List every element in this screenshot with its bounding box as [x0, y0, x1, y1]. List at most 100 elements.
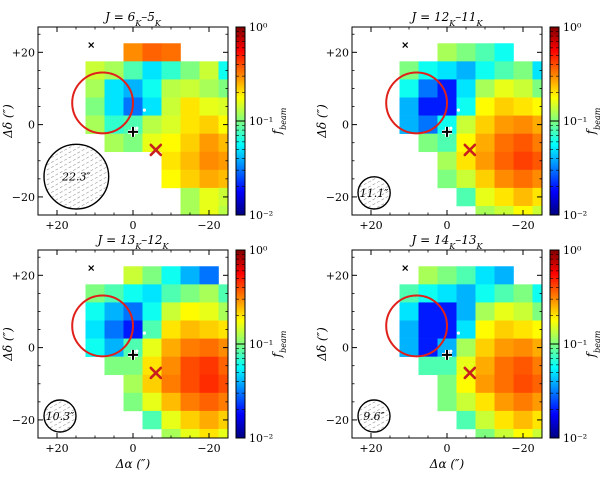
heatmap-cell	[104, 356, 124, 376]
heatmap-cell	[161, 392, 181, 412]
heatmap-cell	[456, 97, 476, 116]
heatmap-cell	[437, 374, 457, 394]
heatmap-cell	[418, 284, 438, 303]
heatmap-cell	[199, 302, 219, 321]
heatmap-cell	[218, 356, 228, 376]
x-tick-label: −20	[511, 442, 534, 455]
heatmap-cell	[257, 284, 276, 302]
heatmap-cell	[571, 170, 590, 188]
heatmap-cell	[494, 320, 514, 339]
heatmap-cell	[104, 302, 124, 321]
x-axis-label: Δα (″)	[115, 457, 151, 471]
heatmap-cell	[475, 187, 495, 207]
heatmap-cell	[475, 43, 495, 62]
heatmap-cell	[456, 356, 476, 376]
beam-ellipse: 10.3″	[43, 399, 77, 433]
beam-ellipse: 11.1″	[357, 176, 391, 210]
heatmap-cell	[437, 133, 457, 153]
heatmap-cell	[475, 115, 495, 134]
y-tick-label: −20	[326, 414, 349, 427]
y-tick-label: 0	[28, 119, 35, 132]
heatmap-cell	[532, 284, 542, 303]
y-tick-label: +20	[12, 269, 35, 282]
colorbar-tick-label: 10⁻¹	[563, 338, 587, 351]
heatmap-cell	[590, 134, 600, 152]
heatmap-cell	[494, 169, 514, 189]
map-area	[385, 41, 600, 215]
heatmap-cell	[257, 134, 276, 152]
y-tick-label: 0	[342, 342, 349, 355]
colorbar-tick-label: 10⁰	[563, 21, 582, 34]
heatmap-cell	[494, 410, 514, 430]
colorbar-label: fbeam	[584, 330, 600, 358]
heatmap-cell	[180, 205, 200, 215]
heatmap-cell	[257, 188, 276, 206]
heatmap-cell	[475, 61, 495, 80]
heatmap-cell	[199, 410, 219, 430]
heatmap-cell	[437, 151, 457, 171]
heatmap-cell	[142, 320, 162, 339]
heatmap-cell	[475, 410, 495, 430]
heatmap-cell	[218, 205, 228, 215]
heatmap-cell	[418, 61, 438, 80]
panel-3: 10.3″ +20 0 −20 +20 0 −20 J = 13K–12K Δδ (″) Δα (…	[1, 233, 314, 471]
heatmap-cell	[199, 374, 219, 394]
heatmap-cell	[456, 266, 476, 285]
heatmap-cell	[494, 374, 514, 394]
heatmap-cell	[456, 410, 476, 430]
heatmap-cell	[456, 374, 476, 394]
heatmap-cell	[295, 357, 314, 375]
panel-2: 11.1″ +20 0 −20 +20 0 −20 J = 12K–11K Δδ (″) 10⁻²…	[315, 10, 600, 232]
source-plus-marker	[442, 349, 452, 360]
heatmap-cell	[180, 392, 200, 412]
x-tick-label: −20	[197, 219, 220, 232]
heatmap-cell	[494, 302, 514, 321]
heatmap-cell	[513, 169, 533, 189]
heatmap-cell	[437, 79, 457, 98]
colorbar-tick-label: 10⁰	[563, 244, 582, 257]
heatmap-cell	[257, 321, 276, 339]
heatmap-cell	[513, 410, 533, 430]
heatmap-cell	[218, 97, 228, 116]
heatmap-cell	[85, 97, 105, 116]
panel-title: J = 14K–13K	[408, 233, 483, 251]
heatmap-cell	[161, 320, 181, 339]
heatmap-cell	[218, 428, 228, 438]
heatmap-cell	[513, 187, 533, 207]
heatmap-cell	[532, 428, 542, 438]
heatmap-cell	[257, 357, 276, 375]
heatmap-cell	[161, 338, 181, 357]
y-tick-label: +20	[326, 269, 349, 282]
heatmap-cell	[180, 284, 200, 303]
heatmap-cell	[513, 374, 533, 394]
map-area	[71, 41, 276, 215]
heatmap-cell	[180, 338, 200, 357]
beam-size-label: 11.1″	[360, 187, 389, 200]
heatmap-cell	[123, 266, 143, 285]
heatmap-cell	[123, 61, 143, 80]
heatmap-cell	[513, 356, 533, 376]
heatmap-cell	[104, 79, 124, 98]
heatmap-cell	[456, 392, 476, 412]
heatmap-cell	[571, 321, 590, 339]
source-cross-marker	[149, 366, 163, 380]
heatmap-cell	[142, 374, 162, 394]
source-plus-marker	[442, 126, 452, 137]
heatmap-cell	[571, 393, 590, 411]
heatmap-cell	[399, 338, 419, 357]
heatmap-cell	[161, 115, 181, 134]
heatmap-cell	[475, 151, 495, 171]
heatmap-cell	[295, 375, 314, 393]
colorbar-tick-label: 10⁰	[249, 21, 268, 34]
top-x-marker	[87, 41, 95, 49]
heatmap-cell	[437, 392, 457, 412]
heatmap-cell	[456, 338, 476, 357]
panel-title: J = 13K–12K	[94, 233, 169, 251]
reference-circle	[71, 71, 134, 135]
heatmap-cell	[513, 320, 533, 339]
heatmap-cell	[85, 320, 105, 339]
heatmap-cell	[494, 284, 514, 303]
heatmap-cell	[180, 97, 200, 116]
heatmap-cell	[161, 284, 181, 303]
